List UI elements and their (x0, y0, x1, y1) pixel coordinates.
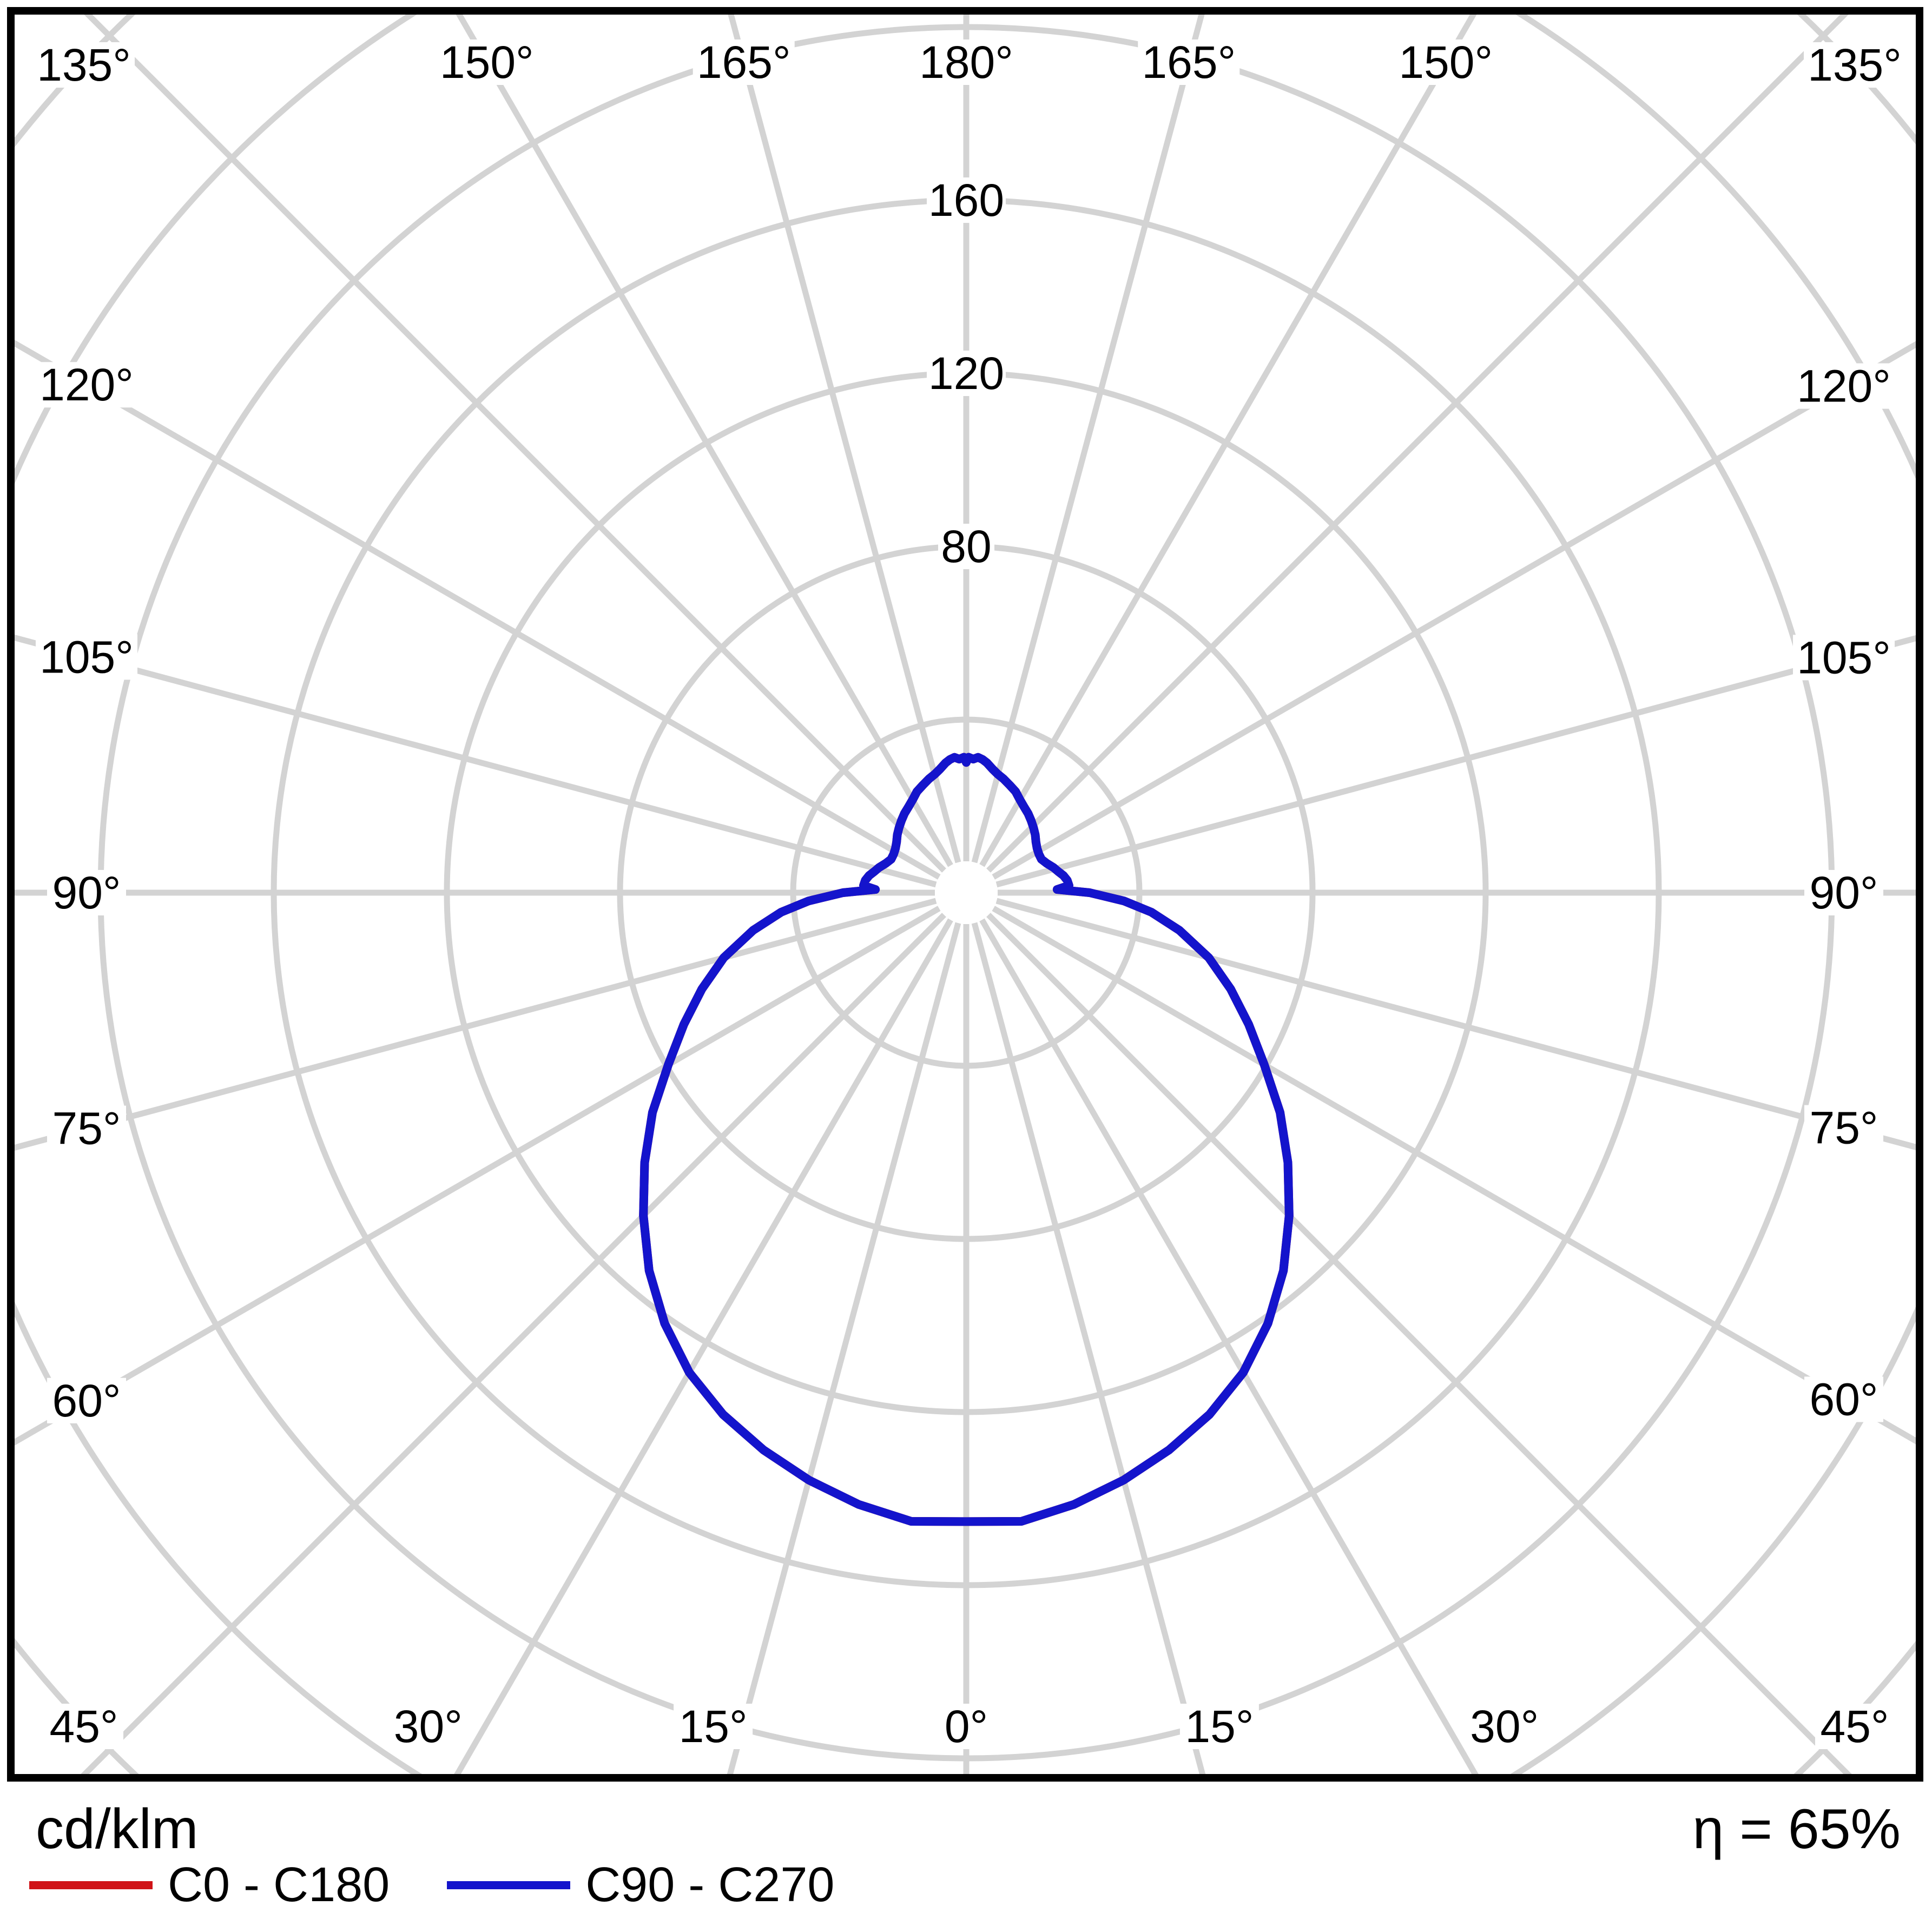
angle-label-11-60-mask (47, 1377, 126, 1423)
angle-label-20-15-mask (674, 1704, 753, 1749)
angle-label-8-105-mask (36, 634, 137, 680)
radial-label-120-mask (927, 351, 1006, 396)
angle-label-23-30: 30° (1470, 1701, 1539, 1752)
grid-ray-120 (992, 341, 1916, 880)
grid-ray-210 (456, 15, 953, 867)
angle-label-5-150: 150° (1399, 37, 1493, 88)
radial-label-80-mask (938, 524, 994, 569)
radial-label-120: 120 (928, 348, 1004, 399)
angle-label-17-45-mask (44, 1704, 123, 1749)
radial-label-80: 80 (941, 521, 991, 572)
legend-label-c90-c270: C90 - C270 (585, 1857, 835, 1912)
efficiency-label: η = 65% (1692, 1798, 1901, 1861)
angle-label-9-90-mask (47, 870, 126, 915)
angle-label-16-60-mask (1804, 1376, 1883, 1422)
grid-ray-45 (986, 913, 1852, 1774)
grid-ray-240 (15, 340, 941, 880)
angle-label-19-30-mask (388, 1704, 468, 1749)
grid-ray-225 (84, 15, 946, 873)
angle-label-2-165-mask (693, 39, 795, 85)
plot-border (7, 7, 1923, 1782)
grid-ray-135 (986, 15, 1849, 873)
angle-label-19-30: 30° (394, 1701, 463, 1752)
angle-label-18-45-mask (1815, 1704, 1894, 1749)
angle-label-2-165: 165° (697, 37, 791, 88)
legend-swatch-c90-c270 (447, 1881, 571, 1889)
chart-legend: C0 - C180 C90 - C270 (29, 1857, 835, 1912)
angle-label-1-150-mask (436, 39, 538, 85)
legend-label-c0-c180: C0 - C180 (168, 1857, 390, 1912)
legend-swatch-c0-c180 (29, 1881, 153, 1889)
angle-label-6-135-mask (1804, 42, 1905, 88)
grid-ray-75 (995, 898, 1916, 1150)
angle-label-3-180-mask (915, 39, 1017, 85)
angle-label-13-105-mask (1793, 635, 1895, 681)
grid-ray-195 (728, 15, 961, 863)
angle-label-10-75-mask (47, 1105, 126, 1151)
grid-ray-15 (971, 922, 1206, 1774)
angle-label-4-165-mask (1138, 39, 1240, 85)
angle-label-10-75: 75° (52, 1103, 121, 1154)
angle-label-22-15: 15° (1185, 1701, 1254, 1752)
angle-label-22-15-mask (1179, 1704, 1259, 1749)
grid-ray-300 (15, 906, 941, 1446)
angle-label-16-60: 60° (1809, 1374, 1878, 1425)
angle-label-12-120: 120° (1797, 361, 1891, 412)
unit-label: cd/klm (36, 1798, 199, 1861)
angle-label-5-150-mask (1395, 39, 1497, 85)
angle-label-8-105: 105° (39, 631, 134, 682)
angle-label-3-180: 180° (919, 37, 1013, 88)
grid-ray-30 (979, 918, 1479, 1774)
angle-label-14-90: 90° (1809, 867, 1878, 918)
grid-ray-330 (454, 918, 953, 1774)
grid-ray-315 (81, 913, 946, 1774)
angle-label-18-45: 45° (1820, 1701, 1889, 1752)
radial-label-160-mask (927, 177, 1006, 223)
angle-label-9-90: 90° (52, 867, 121, 918)
grid-ray-150 (979, 15, 1477, 867)
angle-label-13-105: 105° (1797, 632, 1891, 683)
angle-label-20-15: 15° (679, 1701, 748, 1752)
grid-ray-285 (15, 898, 937, 1151)
angle-label-0-135: 135° (37, 39, 131, 90)
grid-ray-255 (15, 634, 937, 888)
grid-ray-165 (971, 15, 1205, 863)
angle-label-15-75: 75° (1809, 1103, 1878, 1153)
angle-label-17-45: 45° (49, 1701, 118, 1752)
angle-label-12-120-mask (1793, 363, 1895, 409)
angle-label-23-30-mask (1465, 1704, 1544, 1749)
angle-label-15-75-mask (1804, 1105, 1883, 1151)
radial-label-160: 160 (928, 175, 1004, 226)
angle-label-7-120-mask (36, 362, 137, 408)
angle-label-21-0-mask (938, 1704, 994, 1749)
grid-ray-60 (992, 906, 1916, 1445)
angle-label-11-60: 60° (52, 1375, 121, 1426)
angle-label-1-150: 150° (440, 37, 534, 88)
angle-label-4-165: 165° (1142, 37, 1236, 88)
angle-label-0-135-mask (33, 42, 135, 88)
grid-ray-345 (727, 922, 961, 1774)
grid-ray-105 (995, 635, 1916, 888)
series-curve-C90-C270 (639, 753, 1294, 1526)
angle-label-21-0: 0° (945, 1701, 988, 1752)
angle-label-7-120: 120° (39, 359, 134, 410)
angle-label-6-135: 135° (1808, 39, 1902, 90)
angle-label-14-90-mask (1804, 870, 1883, 915)
